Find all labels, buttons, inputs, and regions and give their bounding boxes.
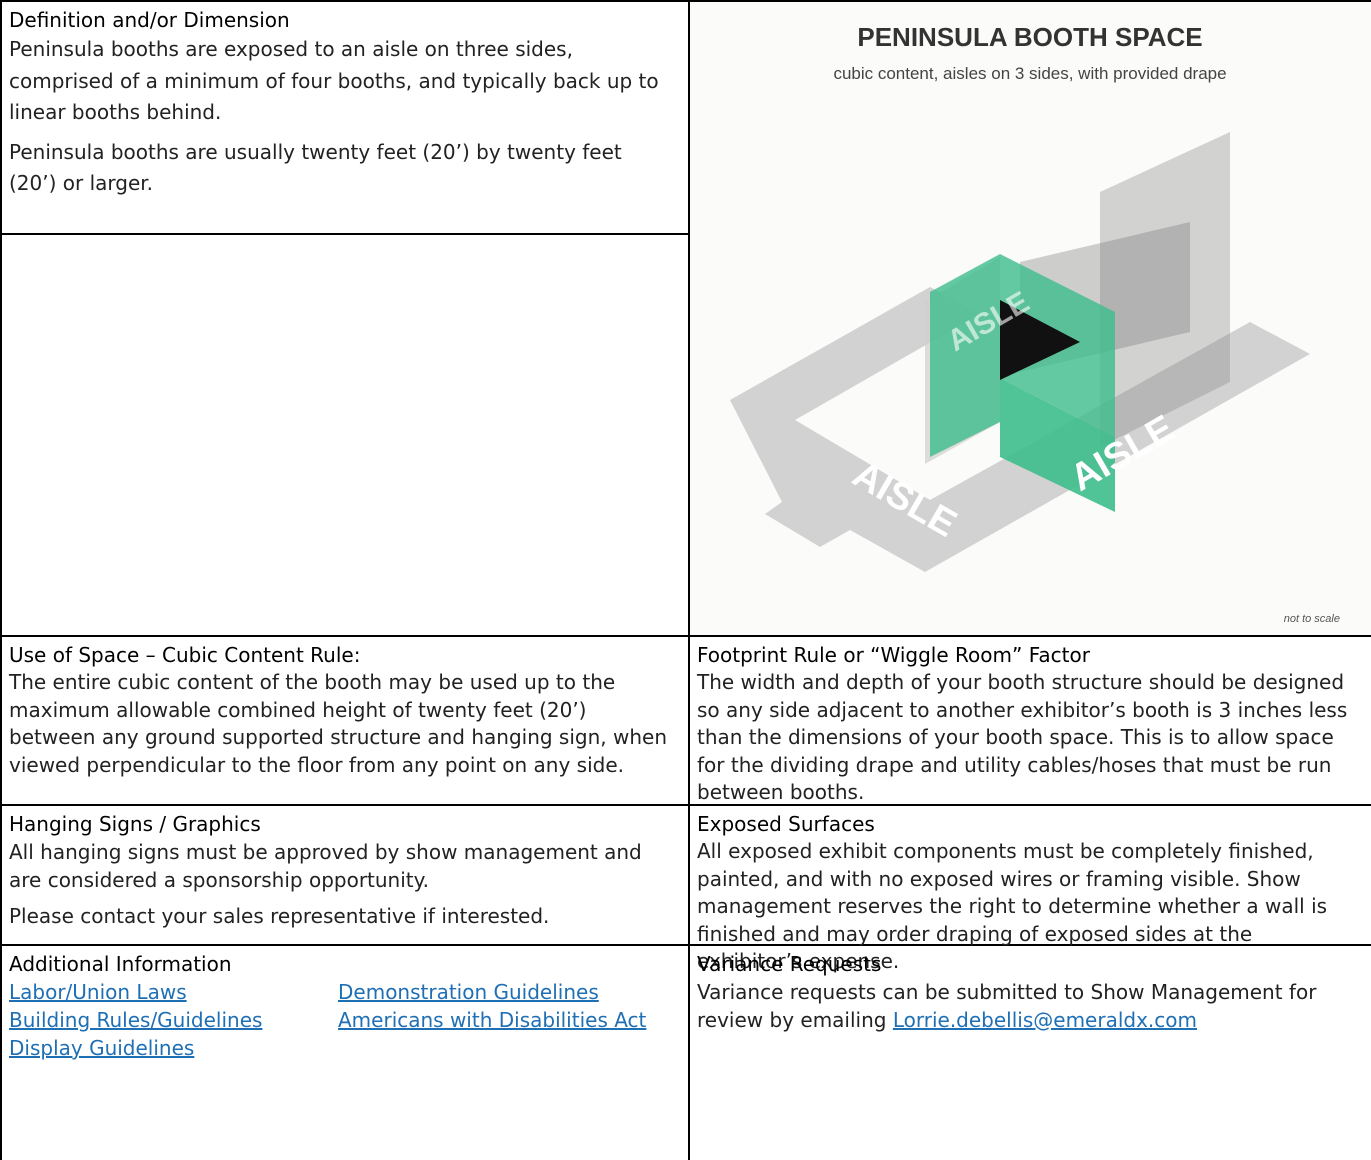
variance-cell: Variance Requests Variance requests can … [690, 946, 1371, 1042]
hanging-cell: Hanging Signs / Graphics All hanging sig… [2, 806, 688, 938]
border [688, 0, 690, 1160]
paragraph: All exposed exhibit components must be c… [697, 839, 1328, 973]
aisle-floor [730, 287, 1310, 572]
drape-panel [1100, 132, 1230, 447]
link[interactable]: Display Guidelines [9, 1036, 195, 1060]
border [0, 804, 1371, 806]
link[interactable]: Labor/Union Laws [9, 980, 187, 1004]
border [0, 944, 1371, 946]
heading: Exposed Surfaces [697, 812, 875, 836]
paragraph: Peninsula booths are usually twenty feet… [9, 139, 622, 196]
corner-shadow [1000, 300, 1080, 380]
paragraph: Peninsula booths are exposed to an aisle… [9, 37, 659, 124]
heading: Use of Space – Cubic Content Rule: [9, 643, 361, 667]
paragraph: All hanging signs must be approved by sh… [9, 840, 642, 892]
heading: Additional Information [9, 952, 232, 976]
link-list: Labor/Union Laws Demonstration Guideline… [9, 978, 674, 1062]
diagram-subtitle: cubic content, aisles on 3 sides, with p… [833, 64, 1226, 83]
border [0, 635, 1371, 637]
email-link[interactable]: Lorrie.debellis@emeraldx.com [892, 1008, 1198, 1032]
heading: Variance Requests [697, 952, 882, 976]
paragraph: Variance requests can be submitted to Sh… [697, 978, 1357, 1034]
green-wall [1000, 378, 1115, 512]
paragraph: Please contact your sales representative… [9, 904, 550, 928]
heading: Hanging Signs / Graphics [9, 812, 261, 836]
footprint-cell: Footprint Rule or “Wiggle Room” Factor T… [690, 637, 1371, 815]
link[interactable]: Americans with Disabilities Act [338, 1008, 647, 1032]
link[interactable]: Demonstration Guidelines [338, 980, 599, 1004]
exposed-cell: Exposed Surfaces All exposed exhibit com… [690, 806, 1371, 984]
booth-diagram: PENINSULA BOOTH SPACE cubic content, ais… [690, 2, 1371, 635]
link[interactable]: Building Rules/Guidelines [9, 1008, 263, 1032]
paragraph: The width and depth of your booth struct… [697, 670, 1348, 804]
heading: Definition and/or Dimension [9, 8, 290, 32]
paragraph: The entire cubic content of the booth ma… [9, 670, 667, 777]
border [0, 0, 1371, 2]
diagram-note: not to scale [1284, 613, 1340, 625]
text: Variance requests can be submitted to Sh… [697, 980, 1317, 1032]
definition-cell: Definition and/or Dimension Peninsula bo… [2, 2, 688, 208]
diagram-title: PENINSULA BOOTH SPACE [857, 22, 1202, 52]
heading: Footprint Rule or “Wiggle Room” Factor [697, 643, 1090, 667]
green-wall [930, 254, 1000, 457]
border [0, 0, 2, 1160]
additional-cell: Additional Information Labor/Union Laws … [2, 946, 688, 1062]
border [0, 233, 689, 235]
cubic-cell: Use of Space – Cubic Content Rule: The e… [2, 637, 688, 787]
